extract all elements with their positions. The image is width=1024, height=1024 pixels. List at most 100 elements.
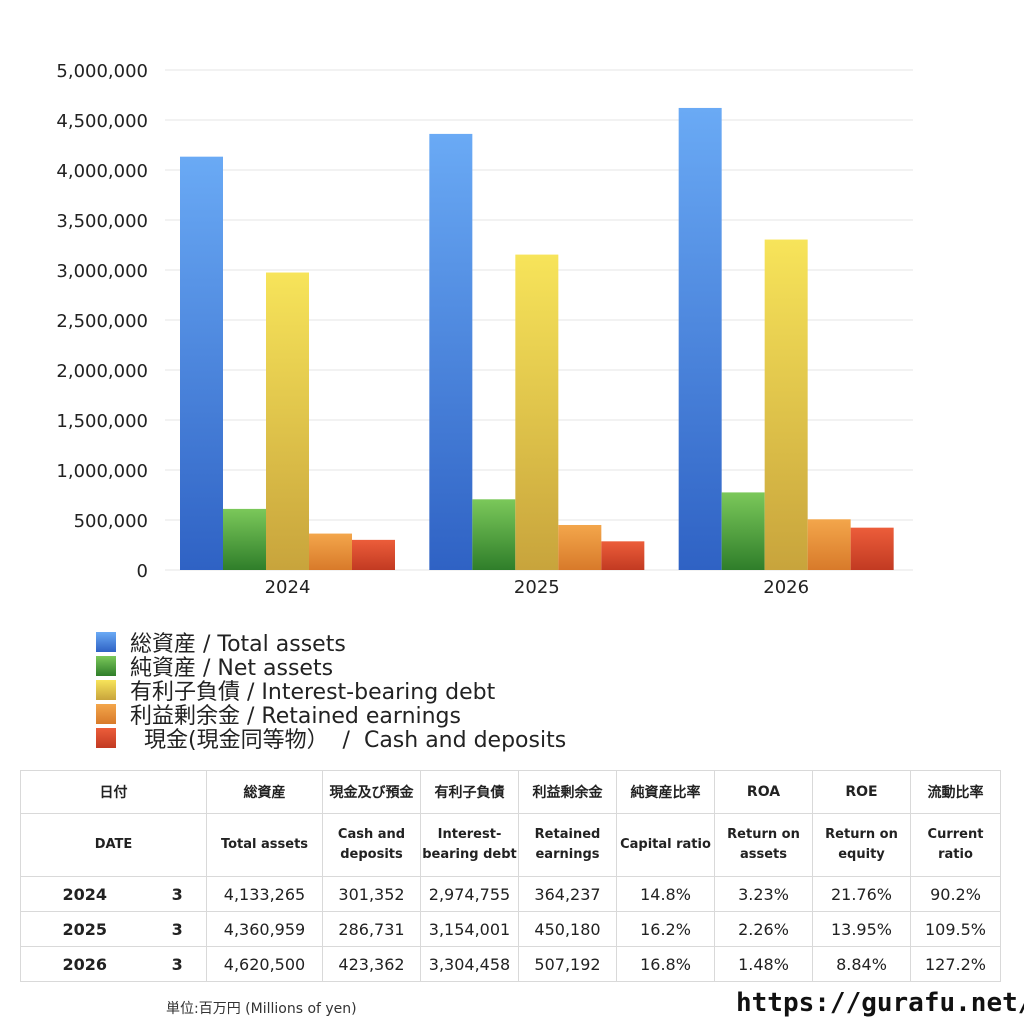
- table-header-row-en: DATE Total assets Cash and deposits Inte…: [20, 813, 1001, 877]
- cell-total-assets: 4,133,265: [206, 876, 323, 912]
- y-tick-label: 5,000,000: [56, 61, 148, 82]
- unit-note: 単位:百万円 (Millions of yen): [166, 1001, 357, 1017]
- table-row: 2026 3 4,620,500 423,362 3,304,458 507,1…: [20, 946, 1001, 982]
- site-url: https://gurafu.net/: [736, 988, 1024, 1018]
- table-row: 2024 3 4,133,265 301,352 2,974,755 364,2…: [20, 876, 1001, 912]
- cell-month: 3: [148, 946, 207, 982]
- legend-label: 純資産 / Net assets: [130, 656, 334, 681]
- cell-roe: 21.76%: [812, 876, 911, 912]
- legend-label: 現金(現金同等物） / Cash and deposits: [130, 728, 567, 753]
- cell-current-ratio: 127.2%: [910, 946, 1001, 982]
- header-retained-en: Retained earnings: [518, 813, 617, 877]
- cell-debt: 3,154,001: [420, 911, 519, 947]
- cell-roa: 2.26%: [714, 911, 813, 947]
- cell-current-ratio: 109.5%: [910, 911, 1001, 947]
- legend-label: 有利子負債 / Interest-bearing debt: [130, 680, 496, 705]
- cell-total-assets: 4,620,500: [206, 946, 323, 982]
- y-tick-label: 2,500,000: [56, 311, 148, 332]
- header-date-en: DATE: [20, 813, 207, 877]
- table-header-row-ja: 日付 総資産 現金及び預金 有利子負債 利益剰余金 純資産比率 ROA ROE …: [20, 770, 1001, 814]
- bar: [266, 272, 309, 570]
- header-total-assets-ja: 総資産: [206, 770, 323, 814]
- cell-total-assets: 4,360,959: [206, 911, 323, 947]
- cell-month: 3: [148, 911, 207, 947]
- legend-item-cash-and-deposits: 現金(現金同等物） / Cash and deposits: [96, 726, 566, 753]
- y-tick-label: 1,500,000: [56, 411, 148, 432]
- legend-label: 総資産 / Total assets: [130, 632, 346, 657]
- financial-table: 日付 総資産 現金及び預金 有利子負債 利益剰余金 純資産比率 ROA ROE …: [20, 770, 1001, 982]
- cell-roa: 3.23%: [714, 876, 813, 912]
- cell-roa: 1.48%: [714, 946, 813, 982]
- header-cash-ja: 現金及び預金: [322, 770, 421, 814]
- y-tick-label: 4,500,000: [56, 111, 148, 132]
- header-cash-en: Cash and deposits: [322, 813, 421, 877]
- y-tick-label: 2,000,000: [56, 361, 148, 382]
- y-tick-label: 3,000,000: [56, 261, 148, 282]
- cell-capital-ratio: 16.2%: [616, 911, 715, 947]
- legend-item-total-assets: 総資産 / Total assets: [96, 630, 566, 657]
- legend-swatch: [96, 680, 116, 700]
- y-tick-label: 0: [137, 561, 148, 582]
- legend-item-interest-bearing-debt: 有利子負債 / Interest-bearing debt: [96, 678, 566, 705]
- bar: [764, 239, 808, 570]
- header-roe: ROE: [812, 770, 911, 814]
- x-tick-label: 2025: [514, 577, 560, 598]
- bar: [807, 519, 851, 570]
- header-date-ja: 日付: [20, 770, 207, 814]
- legend-swatch: [96, 704, 116, 724]
- cell-year: 2026: [20, 946, 149, 982]
- cell-capital-ratio: 16.8%: [616, 946, 715, 982]
- y-tick-label: 4,000,000: [56, 161, 148, 182]
- bars: [180, 107, 894, 570]
- legend-label: 利益剰余金 / Retained earnings: [130, 704, 461, 729]
- bar: [558, 524, 602, 570]
- y-tick-label: 500,000: [74, 511, 148, 532]
- y-tick-label: 3,500,000: [56, 211, 148, 232]
- cell-current-ratio: 90.2%: [910, 876, 1001, 912]
- cell-debt: 2,974,755: [420, 876, 519, 912]
- cell-roe: 8.84%: [812, 946, 911, 982]
- legend: 総資産 / Total assets 純資産 / Net assets 有利子負…: [96, 630, 566, 753]
- cell-roe: 13.95%: [812, 911, 911, 947]
- bar: [515, 254, 559, 570]
- cell-retained: 364,237: [518, 876, 617, 912]
- x-tick-label: 2024: [265, 577, 311, 598]
- cell-year: 2024: [20, 876, 149, 912]
- legend-item-net-assets: 純資産 / Net assets: [96, 654, 566, 681]
- cell-month: 3: [148, 876, 207, 912]
- bar: [180, 156, 223, 570]
- bar: [472, 499, 516, 570]
- cell-cash: 423,362: [322, 946, 421, 982]
- cell-retained: 450,180: [518, 911, 617, 947]
- bar: [352, 539, 395, 570]
- legend-item-retained-earnings: 利益剰余金 / Retained earnings: [96, 702, 566, 729]
- header-current-ratio-en: Current ratio: [910, 813, 1001, 877]
- cell-capital-ratio: 14.8%: [616, 876, 715, 912]
- cell-cash: 301,352: [322, 876, 421, 912]
- cell-year: 2025: [20, 911, 149, 947]
- bar: [429, 133, 473, 570]
- y-axis-ticks: 5,000,000 4,500,000 4,000,000 3,500,000 3,00…: [56, 61, 148, 582]
- x-axis-ticks: 2024 2025 2026: [265, 577, 809, 598]
- legend-swatch: [96, 728, 116, 748]
- cell-retained: 507,192: [518, 946, 617, 982]
- header-retained-ja: 利益剰余金: [518, 770, 617, 814]
- bar: [850, 527, 894, 570]
- cell-cash: 286,731: [322, 911, 421, 947]
- header-roe-en: Return on equity: [812, 813, 911, 877]
- bar: [223, 508, 266, 570]
- table-row: 2025 3 4,360,959 286,731 3,154,001 450,1…: [20, 911, 1001, 947]
- bar: [309, 533, 352, 570]
- legend-swatch: [96, 656, 116, 676]
- header-current-ratio-ja: 流動比率: [910, 770, 1001, 814]
- cell-debt: 3,304,458: [420, 946, 519, 982]
- bar: [601, 541, 645, 570]
- bar: [721, 492, 765, 570]
- header-capital-ratio-ja: 純資産比率: [616, 770, 715, 814]
- legend-swatch: [96, 632, 116, 652]
- header-debt-en: Interest-bearing debt: [420, 813, 519, 877]
- header-capital-ratio-en: Capital ratio: [616, 813, 715, 877]
- bar: [678, 107, 722, 570]
- header-roa-en: Return on assets: [714, 813, 813, 877]
- y-tick-label: 1,000,000: [56, 461, 148, 482]
